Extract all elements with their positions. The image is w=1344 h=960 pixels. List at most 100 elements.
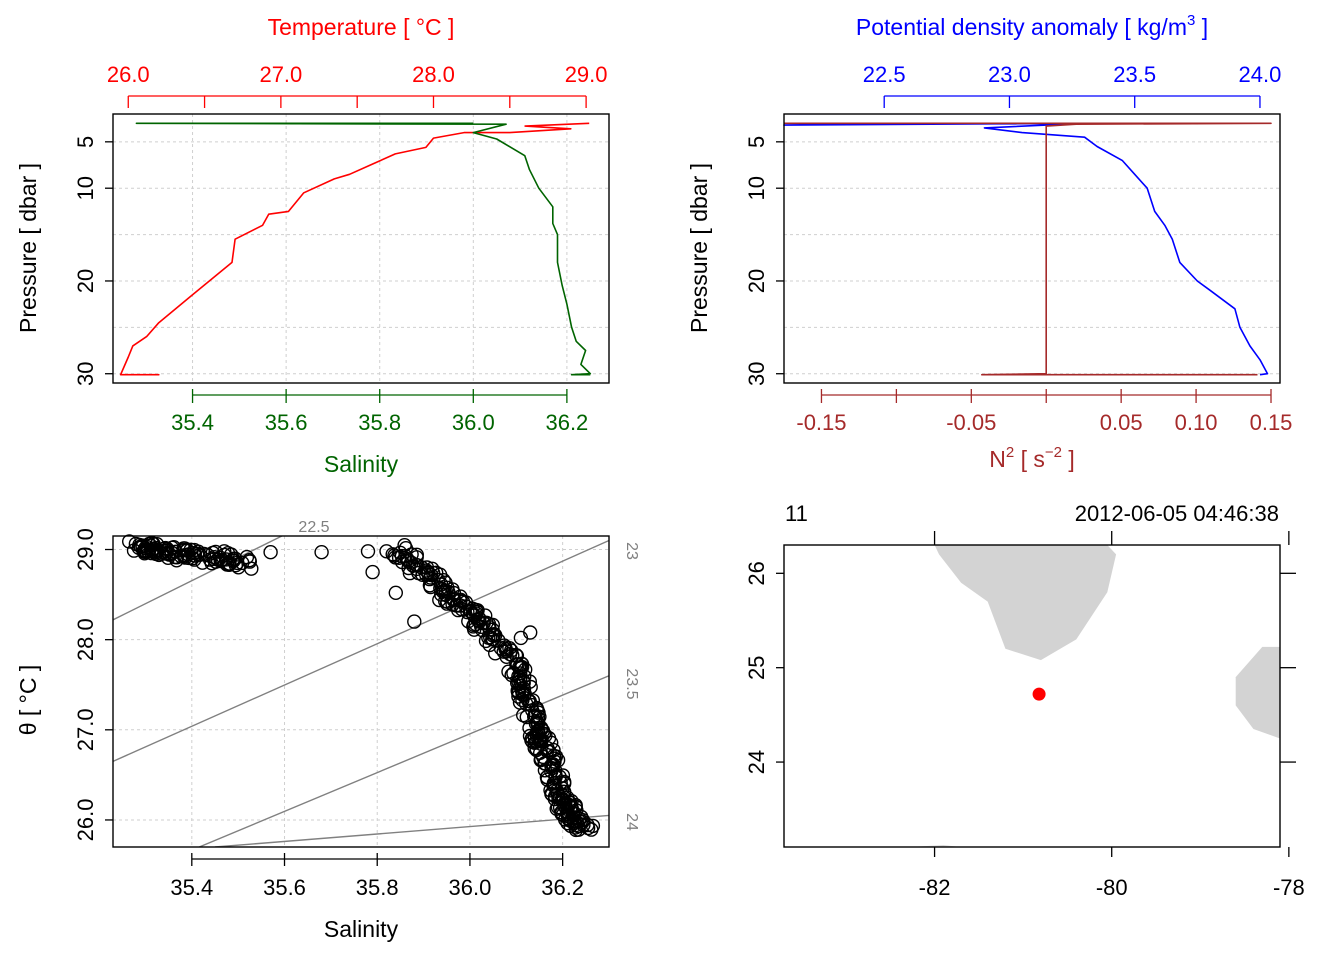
salinity-tick-label-35.6: 35.6 xyxy=(265,410,308,435)
ts-xtick-label-36.2: 36.2 xyxy=(541,875,584,900)
n2-tick-label-1: -0.05 xyxy=(946,410,996,435)
ts-point-416 xyxy=(217,544,232,559)
panel2-ytick-label-10: 10 xyxy=(744,176,769,200)
n2-axis-title: N2 [ s−2 ] xyxy=(989,444,1075,472)
pressure-axis-title: Pressure [ dbar ] xyxy=(15,163,41,333)
isopycnal-label-22.5: 22.5 xyxy=(298,519,329,536)
panel2-density-axis: 22.5 23.0 23.5 24.0 xyxy=(863,62,1282,108)
map-ytick-label-26: 26 xyxy=(744,561,769,585)
density-tick-label-23: 23.0 xyxy=(988,62,1031,87)
series-salinity-line xyxy=(135,122,592,376)
n2-tick-label-2: 0.05 xyxy=(1100,410,1143,435)
map-xtick-label-1: -80 xyxy=(1096,875,1128,900)
ts-point-411 xyxy=(576,817,591,833)
ts-point-132 xyxy=(415,567,430,582)
salinity-axis-title: Salinity xyxy=(324,451,399,477)
series-potential-density-anomaly-line xyxy=(783,122,1269,376)
ts-point-158 xyxy=(432,592,447,608)
density-title-sup: 3 xyxy=(1187,12,1195,29)
ts-point-420 xyxy=(365,564,380,580)
ts-point-187 xyxy=(460,604,475,620)
density-title-main: Potential density anomaly [ kg/m xyxy=(856,14,1187,40)
map-xtick-label-0: -82 xyxy=(919,875,951,900)
ts-point-419 xyxy=(360,544,376,559)
ts-xtick-label-36: 36.0 xyxy=(449,875,492,900)
panel1-ytick-label-10: 10 xyxy=(73,176,98,200)
panel1-series xyxy=(119,122,592,376)
n2-tick-label-4: 0.15 xyxy=(1250,410,1293,435)
panel1-grid xyxy=(113,114,609,383)
land-bahamas xyxy=(1235,646,1280,739)
salinity-tick-label-36.2: 36.2 xyxy=(545,410,588,435)
n2-title-sup: 2 xyxy=(1006,444,1014,461)
ts-ytick-label-29: 29.0 xyxy=(73,528,98,571)
ts-point-301 xyxy=(525,734,540,749)
n2-title-main: N xyxy=(989,446,1006,472)
ts-point-423 xyxy=(407,614,422,629)
ts-point-103 xyxy=(242,554,258,569)
n2-title-end: ] xyxy=(1062,446,1075,472)
isopycnal-23 xyxy=(113,539,609,763)
n2-title-mid: [ s xyxy=(1014,446,1045,472)
density-tick-label-23.5: 23.5 xyxy=(1113,62,1156,87)
isopycnal-label-23.5: 23.5 xyxy=(623,668,640,699)
ts-point-417 xyxy=(263,545,278,560)
panel3-frame xyxy=(112,535,610,848)
density-axis-title: Potential density anomaly [ kg/m3 ] xyxy=(856,12,1208,40)
ts-point-422 xyxy=(388,585,403,600)
panel2-ytick-label-30: 30 xyxy=(744,361,769,385)
temperature-salinity-panel: 5 10 20 30 26.0 27.0 28.0 29.0 35.4 35.6 35.8 36.… xyxy=(15,14,610,477)
panel3-axes: 35.4 35.6 35.8 36.0 36.2 26.0 27.0 28.0 29.0 xyxy=(73,528,584,900)
panel2-y-ticks: 5 10 20 30 xyxy=(744,136,784,386)
theta-axis-title: θ [ °C ] xyxy=(15,665,41,736)
ts-point-425 xyxy=(513,630,529,646)
temperature-tick-label-26: 26.0 xyxy=(107,62,150,87)
n2-tick-label-0: -0.15 xyxy=(796,410,846,435)
panel1-temperature-axis: 26.0 27.0 28.0 29.0 xyxy=(107,62,608,108)
ts-point-412 xyxy=(569,815,584,830)
station-marker xyxy=(1032,687,1046,701)
series-temperature-line xyxy=(119,122,590,376)
ts-point-414 xyxy=(585,818,601,834)
panel2-series xyxy=(783,122,1272,376)
series-n2-line xyxy=(784,122,1272,376)
n2-title-sup2: −2 xyxy=(1045,444,1062,461)
ts-point-102 xyxy=(244,561,259,576)
ts-point-51 xyxy=(167,549,182,565)
panel1-ytick-label-5: 5 xyxy=(73,136,98,148)
pressure-axis-title-2: Pressure [ dbar ] xyxy=(686,163,712,333)
ts-point-69 xyxy=(191,544,206,559)
ts-point-227 xyxy=(502,647,518,662)
temperature-tick-label-29: 29.0 xyxy=(565,62,608,87)
ts-point-415 xyxy=(571,822,586,837)
station-map-panel: -82 -80 -78 24 25 26 11 2012-06-05 04:46:38 xyxy=(744,501,1305,900)
ts-points xyxy=(121,534,601,838)
land-florida xyxy=(934,545,1117,661)
ts-xtick-label-35.8: 35.8 xyxy=(356,875,399,900)
panel2-n2-axis: -0.15 -0.05 0.05 0.10 0.15 xyxy=(796,389,1292,435)
panel4-frame xyxy=(783,544,1281,848)
density-tick-label-24: 24.0 xyxy=(1239,62,1282,87)
density-title-end: ] xyxy=(1195,14,1208,40)
ts-point-317 xyxy=(546,742,561,758)
station-id-label: 11 xyxy=(785,501,808,526)
panel2-grid xyxy=(784,141,1280,375)
ts-xtick-label-35.4: 35.4 xyxy=(170,875,213,900)
panel1-ytick-label-30: 30 xyxy=(73,361,98,385)
ts-point-21 xyxy=(137,544,153,560)
station-point xyxy=(1032,687,1046,701)
ts-ytick-label-28: 28.0 xyxy=(73,618,98,661)
temperature-tick-label-27: 27.0 xyxy=(259,62,302,87)
ts-ytick-label-27: 27.0 xyxy=(73,708,98,751)
panel2-frame xyxy=(783,113,1281,384)
isopycnal-label-23: 23 xyxy=(623,542,640,560)
isopycnal-label-24: 24 xyxy=(623,813,640,831)
ts-point-268 xyxy=(521,693,536,709)
salinity-tick-label-35.8: 35.8 xyxy=(358,410,401,435)
density-tick-label-22.5: 22.5 xyxy=(863,62,906,87)
ts-point-413 xyxy=(580,817,595,833)
ts-salinity-title: Salinity xyxy=(324,916,399,942)
ts-point-276 xyxy=(528,708,543,723)
map-xtick-label-2: -78 xyxy=(1273,875,1305,900)
